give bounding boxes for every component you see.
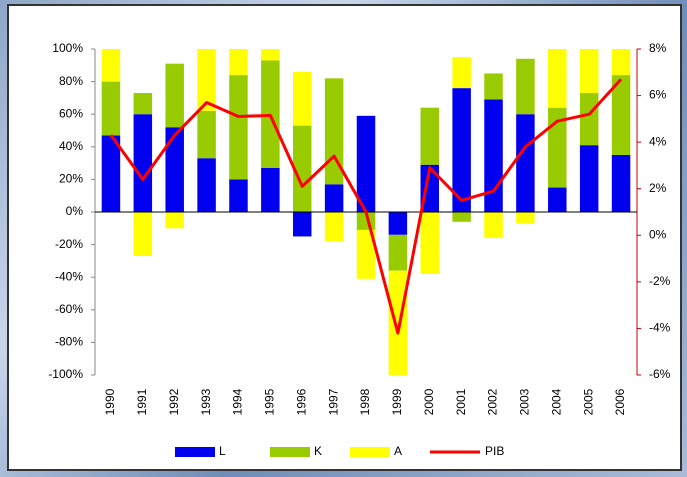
y2-tick-label: 6% [649, 88, 667, 102]
bar-segment [388, 234, 408, 271]
bar-segment [101, 135, 121, 212]
bar-segment [516, 58, 535, 115]
bar-segment [516, 212, 535, 224]
bar-segment [548, 107, 567, 188]
x-tick-label: 2002 [486, 388, 500, 415]
y2-tick-label: -2% [649, 274, 671, 288]
bar-segment [101, 81, 121, 136]
bar-segment [579, 93, 599, 146]
bar-segment [197, 158, 216, 212]
bar-segment [101, 49, 121, 82]
legend-label: A [394, 444, 402, 458]
bar-segment [452, 88, 471, 212]
bar-segment [420, 107, 440, 165]
y-tick-label: 20% [59, 172, 83, 186]
bar-segment [611, 49, 631, 76]
bar-segment [579, 49, 599, 94]
bar-segment [611, 75, 631, 155]
bar-segment [261, 167, 280, 212]
x-tick-label: 2001 [454, 388, 468, 415]
bar-segment [548, 187, 567, 212]
y2-tick-label: 8% [649, 41, 667, 55]
x-tick-label: 2004 [549, 388, 563, 415]
bar-segment [516, 114, 535, 212]
bar-segment [484, 73, 503, 100]
y-tick-label: -20% [55, 237, 83, 251]
x-tick-label: 1999 [390, 388, 404, 415]
bar-segment [292, 125, 312, 212]
bar-segment [548, 49, 567, 108]
legend-label: L [219, 444, 226, 458]
bar-segment [324, 184, 344, 212]
bar-segment [133, 114, 153, 212]
x-tick-label: 1993 [199, 388, 213, 415]
x-tick-label: 1997 [326, 388, 340, 415]
bar-segment [292, 71, 312, 126]
y-tick-label: 0% [66, 204, 84, 218]
bar-segment [324, 78, 344, 185]
y2-tick-label: -4% [649, 321, 671, 335]
x-tick-label: 1994 [231, 388, 245, 415]
y-tick-label: -40% [55, 269, 83, 283]
bar-segment [420, 212, 440, 274]
y-tick-label: 100% [52, 41, 83, 55]
bar-segment [165, 127, 184, 212]
bar-segment [229, 179, 248, 212]
bar-segment [452, 57, 471, 89]
bar-segment [356, 229, 376, 279]
bar-segment [165, 212, 184, 229]
bar-segment [452, 212, 471, 222]
y-tick-label: 40% [59, 139, 83, 153]
y2-tick-label: 2% [649, 181, 667, 195]
bar-segment [324, 212, 344, 242]
bar-segment [420, 164, 440, 212]
y-tick-label: -60% [55, 302, 83, 316]
x-tick-label: 1991 [135, 388, 149, 415]
bar-segment [388, 212, 408, 235]
bar-segment [197, 49, 216, 111]
bar-segment [579, 145, 599, 212]
bar-segment [388, 270, 408, 375]
legend-swatch [175, 447, 215, 457]
bar-segment [611, 154, 631, 212]
x-tick-label: 1992 [167, 388, 181, 415]
bar-segment [484, 99, 503, 212]
y2-tick-label: -6% [649, 367, 671, 381]
legend-label: K [314, 444, 322, 458]
x-tick-label: 2003 [518, 388, 532, 415]
y-tick-label: -100% [48, 367, 83, 381]
y-tick-label: 80% [59, 74, 83, 88]
x-tick-label: 1995 [263, 388, 277, 415]
bar-segment [261, 49, 280, 61]
bar-segment [133, 93, 153, 115]
bar-segment [292, 212, 312, 237]
x-tick-label: 2005 [581, 388, 595, 415]
legend-swatch [350, 447, 390, 457]
x-tick-label: 2000 [422, 388, 436, 415]
bar-segment [484, 212, 503, 239]
y2-tick-label: 0% [649, 227, 667, 241]
y-tick-label: -80% [55, 335, 83, 349]
bar-segment [197, 110, 216, 159]
x-tick-label: 1998 [358, 388, 372, 415]
bar-segment [133, 212, 153, 257]
x-tick-label: 2006 [613, 388, 627, 415]
x-tick-label: 1996 [294, 388, 308, 415]
legend-label: PIB [485, 444, 504, 458]
line-series [109, 78, 623, 335]
bar-segment [356, 115, 376, 212]
bar-segment [229, 49, 248, 76]
y-tick-label: 60% [59, 106, 83, 120]
bar-segment [165, 63, 184, 128]
x-tick-label: 1990 [103, 388, 117, 415]
y2-tick-label: 4% [649, 134, 667, 148]
legend-swatch [270, 447, 310, 457]
bar-segment [229, 75, 248, 180]
